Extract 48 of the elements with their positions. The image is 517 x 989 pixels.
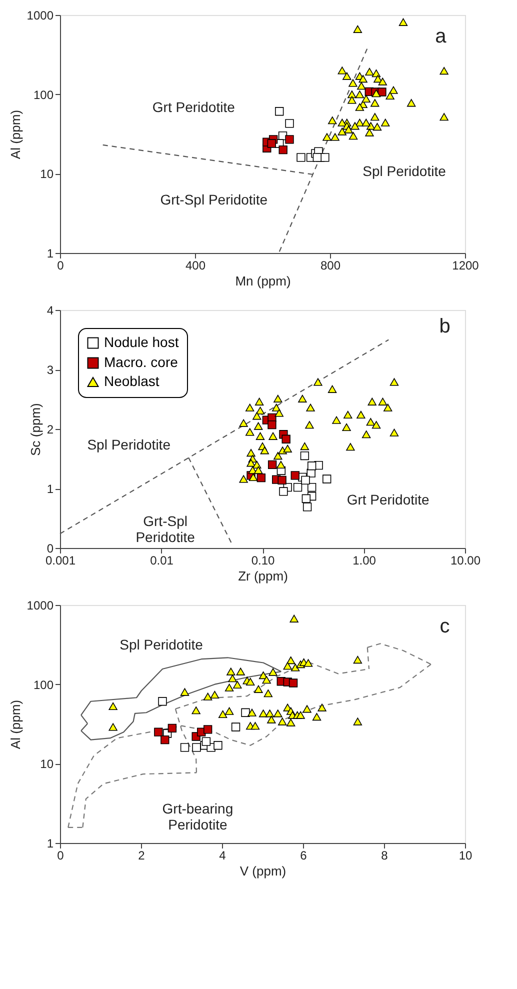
x-tick-label: 1200 (452, 258, 480, 272)
annotation: b (439, 316, 450, 338)
annotation: Spl Peridotite (120, 636, 204, 652)
annotation: Grt-bearing Peridotite (162, 800, 234, 833)
y-tick-label: 4 (46, 304, 54, 318)
annotation: Grt Peridotite (346, 491, 430, 508)
x-tick-label: 0.01 (150, 554, 174, 568)
y-tick-label: 1 (46, 246, 54, 260)
x-axis-title: V (ppm) (240, 864, 286, 878)
y-tick-label: 10 (40, 167, 54, 182)
y-tick-label: 1 (46, 482, 54, 496)
x-tick-label: 6 (300, 848, 308, 862)
x-tick-label: 0.001 (45, 554, 76, 568)
annotation: c (440, 615, 450, 638)
x-tick-label: 0.10 (251, 554, 275, 568)
y-tick-label: 1000 (26, 8, 54, 22)
y-tick-label: 1000 (26, 598, 54, 612)
y-axis-title: Al (ppm) (8, 110, 23, 160)
annotation: Spl Peridotite (87, 436, 171, 453)
y-tick-label: 0 (46, 542, 54, 556)
legend-label: Macro. core (104, 354, 178, 370)
x-tick-label: 10.00 (450, 554, 481, 568)
y-axis-title: Sc (ppm) (28, 403, 43, 456)
x-tick-label: 2 (138, 848, 146, 862)
annotation: Grt-Spl Peridotite (160, 192, 268, 208)
x-axis-title: Mn (ppm) (235, 274, 291, 288)
legend-label: Neoblast (104, 373, 160, 389)
x-tick-label: 400 (185, 258, 206, 272)
y-tick-label: 100 (33, 88, 54, 102)
x-tick-label: 1.00 (352, 554, 376, 568)
x-axis-title: Zr (ppm) (238, 568, 288, 584)
y-tick-label: 2 (46, 422, 54, 436)
x-tick-label: 8 (381, 848, 388, 862)
x-tick-label: 10 (458, 848, 472, 862)
x-tick-label: 0 (57, 258, 64, 272)
x-tick-label: 4 (219, 848, 226, 862)
x-tick-label: 800 (320, 258, 341, 272)
annotation: Grt-Spl Peridotite (136, 512, 196, 545)
y-tick-label: 1 (46, 836, 54, 850)
y-axis-title: Al (ppm) (8, 700, 23, 750)
annotation: a (435, 25, 448, 48)
legend-label: Nodule host (104, 334, 179, 350)
x-tick-label: 0 (57, 848, 64, 862)
y-tick-label: 10 (40, 757, 54, 772)
y-tick-label: 3 (46, 363, 54, 377)
annotation: Grt Peridotite (152, 98, 236, 115)
annotation: Spl Peridotite (362, 163, 446, 180)
y-tick-label: 100 (33, 678, 54, 692)
